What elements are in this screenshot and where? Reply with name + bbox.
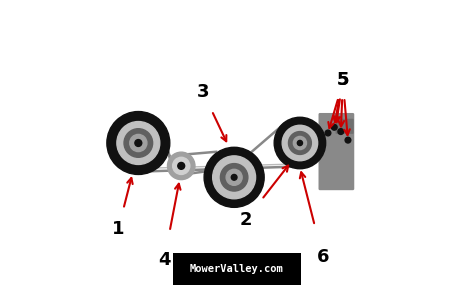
- Text: 5: 5: [337, 71, 349, 89]
- Text: 5: 5: [337, 71, 349, 89]
- Circle shape: [178, 162, 185, 169]
- Text: MowerValley.com: MowerValley.com: [190, 264, 284, 274]
- Circle shape: [173, 157, 190, 174]
- Circle shape: [130, 134, 147, 152]
- Text: 6: 6: [317, 249, 329, 266]
- Text: 3: 3: [196, 83, 209, 100]
- Circle shape: [167, 152, 195, 180]
- Circle shape: [135, 140, 142, 146]
- FancyBboxPatch shape: [173, 253, 301, 285]
- FancyBboxPatch shape: [336, 119, 354, 134]
- Circle shape: [338, 129, 344, 134]
- FancyBboxPatch shape: [319, 113, 354, 190]
- Circle shape: [293, 136, 307, 150]
- Text: 4: 4: [158, 251, 170, 269]
- Circle shape: [289, 132, 311, 154]
- Circle shape: [213, 156, 255, 199]
- Circle shape: [282, 125, 318, 161]
- Circle shape: [220, 164, 248, 191]
- Circle shape: [117, 122, 160, 164]
- Circle shape: [331, 124, 337, 130]
- Circle shape: [274, 117, 326, 169]
- Text: 1: 1: [112, 220, 125, 238]
- Circle shape: [297, 140, 302, 146]
- Text: 2: 2: [239, 211, 252, 229]
- Circle shape: [345, 137, 351, 143]
- Circle shape: [124, 129, 153, 157]
- Circle shape: [226, 169, 242, 185]
- Circle shape: [325, 130, 331, 136]
- Circle shape: [231, 174, 237, 180]
- Circle shape: [107, 112, 170, 174]
- Circle shape: [204, 147, 264, 207]
